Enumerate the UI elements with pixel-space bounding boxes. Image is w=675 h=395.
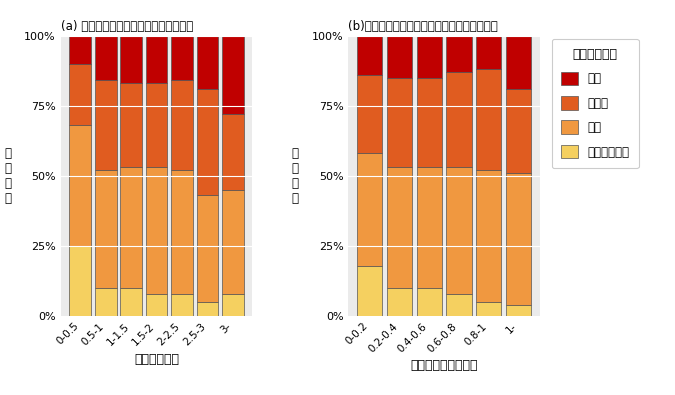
Bar	[222, 293, 244, 316]
Bar	[357, 75, 382, 153]
Bar	[387, 77, 412, 167]
Bar	[222, 190, 244, 293]
Bar	[387, 167, 412, 288]
Bar	[506, 36, 531, 89]
Bar	[70, 125, 91, 246]
Legend: 深刻, 大きい, 軽微, ほとんどない: 深刻, 大きい, 軽微, ほとんどない	[551, 39, 639, 168]
Bar	[120, 83, 142, 167]
Bar	[476, 36, 502, 69]
Bar	[446, 293, 472, 316]
Bar	[196, 302, 218, 316]
Bar	[357, 265, 382, 316]
X-axis label: シカ目撃効率: シカ目撃効率	[134, 353, 179, 366]
Bar	[146, 167, 167, 293]
Bar	[416, 77, 442, 167]
Bar	[70, 64, 91, 125]
Text: (b)筱わな捕獲効率ごとのシカによる農業被害: (b)筱わな捕獲効率ごとのシカによる農業被害	[348, 20, 498, 33]
Bar	[416, 36, 442, 77]
Bar	[222, 36, 244, 114]
Bar	[387, 288, 412, 316]
Bar	[120, 288, 142, 316]
Bar	[476, 302, 502, 316]
Bar	[196, 196, 218, 302]
Bar	[476, 170, 502, 302]
Bar	[171, 36, 193, 81]
Bar	[387, 36, 412, 77]
Y-axis label: 割
合
比
率: 割 合 比 率	[292, 147, 298, 205]
Bar	[171, 293, 193, 316]
Bar	[146, 36, 167, 83]
Bar	[357, 36, 382, 75]
Bar	[446, 72, 472, 167]
X-axis label: シカ筱わな捕獲効率: シカ筱わな捕獲効率	[410, 359, 478, 372]
Bar	[120, 167, 142, 288]
Bar	[196, 36, 218, 89]
Text: (a) 目撃効率ごとのシカによる農業被害: (a) 目撃効率ごとのシカによる農業被害	[61, 20, 193, 33]
Bar	[120, 36, 142, 83]
Bar	[95, 81, 117, 170]
Bar	[446, 167, 472, 293]
Bar	[416, 167, 442, 288]
Bar	[506, 305, 531, 316]
Bar	[506, 173, 531, 305]
Bar	[95, 288, 117, 316]
Bar	[171, 170, 193, 293]
Bar	[95, 170, 117, 288]
Bar	[416, 288, 442, 316]
Bar	[222, 114, 244, 190]
Bar	[171, 81, 193, 170]
Bar	[196, 89, 218, 196]
Bar	[476, 69, 502, 170]
Bar	[357, 153, 382, 265]
Bar	[446, 36, 472, 72]
Bar	[146, 293, 167, 316]
Bar	[70, 36, 91, 64]
Bar	[146, 83, 167, 167]
Y-axis label: 割
合
比
率: 割 合 比 率	[4, 147, 11, 205]
Bar	[95, 36, 117, 81]
Bar	[506, 89, 531, 173]
Bar	[70, 246, 91, 316]
